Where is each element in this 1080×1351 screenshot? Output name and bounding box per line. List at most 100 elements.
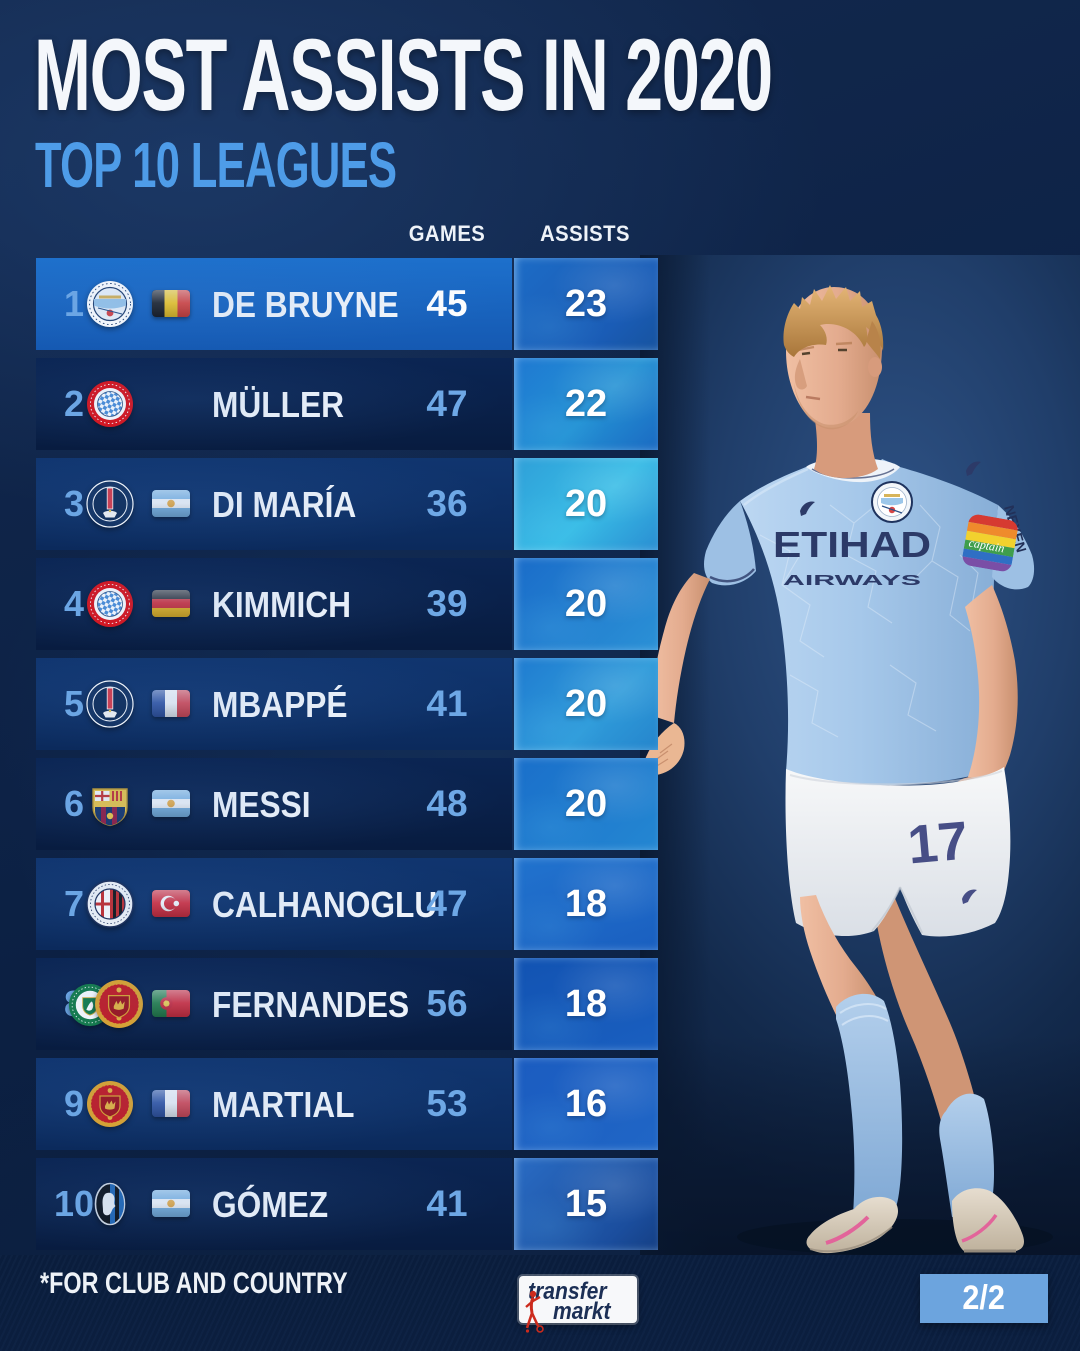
table-row: 9 MARTIAL 53 16: [36, 1058, 658, 1150]
assists-cell: 16: [514, 1058, 658, 1150]
puma-logo-shoulder-icon: [966, 461, 981, 476]
games-value: 39: [426, 583, 468, 624]
assists-cell: 20: [514, 658, 658, 750]
table-row: 8 FERNANDES 56 18: [36, 958, 658, 1050]
footnote: *FOR CLUB AND COUNTRY: [40, 1267, 348, 1300]
page-title: MOST ASSISTS IN 2020: [34, 18, 773, 132]
assists-table: 1 DE BRUYNE 45 23 2 MÜLLER 47 22: [36, 258, 658, 1258]
shirt-sponsor-subtext: AIRWAYS: [783, 572, 921, 589]
armband-captain-text: captain: [968, 535, 1006, 555]
player-head: [783, 285, 884, 478]
rank-label: 7: [63, 883, 85, 924]
rank-label: 1: [63, 283, 85, 324]
games-value: 48: [426, 783, 468, 824]
rank-label: 4: [63, 583, 85, 624]
france-flag-icon: [152, 1090, 190, 1117]
player-name: DE BRUYNE: [212, 284, 399, 325]
games-value: 41: [426, 1183, 468, 1224]
man-city-crest-on-shirt-icon: [871, 481, 913, 523]
games-value: 56: [426, 983, 468, 1024]
shorts-number: 17: [905, 811, 970, 876]
belgium-flag-icon: [152, 290, 190, 317]
rank-label: 8: [63, 983, 85, 1024]
assists-value: 20: [564, 782, 608, 825]
assists-value: 16: [564, 1082, 608, 1125]
turkey-flag-icon: [152, 890, 190, 917]
assists-value: 18: [564, 982, 608, 1025]
table-row: 1 DE BRUYNE 45 23: [36, 258, 658, 350]
atalanta-crest-icon: [86, 1180, 134, 1228]
assists-value: 22: [564, 382, 608, 425]
assists-cell: 18: [514, 958, 658, 1050]
games-value: 47: [426, 383, 468, 424]
player-name: FERNANDES: [212, 984, 410, 1025]
player-name: DI MARÍA: [212, 484, 357, 525]
transfermarkt-logo-text-top: transfer: [528, 1278, 607, 1305]
player-name: MARTIAL: [212, 1084, 355, 1125]
assists-value: 23: [564, 282, 608, 325]
player-name: MBAPPÉ: [212, 684, 348, 725]
transfermarkt-logo: transfer markt: [519, 1276, 637, 1333]
player-jersey: [740, 459, 1004, 786]
games-value: 45: [426, 283, 468, 324]
france-flag-icon: [152, 690, 190, 717]
table-row: 6 MESSI 48 20: [36, 758, 658, 850]
shirt-sponsor-text: ETIHAD: [773, 524, 931, 565]
rank-label: 3: [63, 483, 85, 524]
table-row: 7 CALHANOGLU 47 18: [36, 858, 658, 950]
player-shorts: 17: [785, 767, 1011, 937]
manchester-united-crest-icon: [86, 1080, 134, 1128]
argentina-flag-icon: [152, 490, 190, 517]
manchester-city-crest-icon: [86, 280, 134, 328]
page-indicator-text: 2/2: [962, 1279, 1006, 1317]
bayern-munich-crest-icon: [86, 380, 134, 428]
psg-crest-icon: [86, 480, 134, 528]
player-hair: [783, 285, 884, 357]
player-left-sleeve: [704, 501, 756, 586]
rank-label: 6: [63, 783, 85, 824]
player-back-leg: [874, 891, 1024, 1253]
psg-crest-icon: [86, 680, 134, 728]
assists-cell: 20: [514, 758, 658, 850]
argentina-flag-icon: [152, 1190, 190, 1217]
puma-logo-shorts-icon: [962, 889, 977, 904]
player-front-leg: [800, 895, 903, 1254]
column-header-games: GAMES: [408, 221, 486, 246]
page-subtitle: TOP 10 LEAGUES: [35, 129, 397, 201]
assists-cell: 23: [514, 258, 658, 350]
player-name: KIMMICH: [212, 584, 352, 625]
games-value: 47: [426, 883, 468, 924]
table-row: 4 KIMMICH 39 20: [36, 558, 658, 650]
rank-label: 5: [63, 683, 85, 724]
assists-cell: 20: [514, 458, 658, 550]
rainbow-captain-armband: captain: [960, 513, 1020, 573]
player-name: CALHANOGLU: [212, 884, 438, 925]
player-name: MÜLLER: [212, 384, 344, 425]
manchester-united-crest-icon: [94, 979, 144, 1029]
sporting-cp-crest-icon: [68, 983, 112, 1027]
germany-flag-icon: [152, 590, 190, 617]
assists-value: 20: [564, 482, 608, 525]
table-row: 5 MBAPPÉ 41 20: [36, 658, 658, 750]
rank-label: 9: [63, 1083, 85, 1124]
transfermarkt-figure-icon: [525, 1290, 544, 1333]
assists-cell: 18: [514, 858, 658, 950]
portugal-flag-icon: [152, 990, 190, 1017]
player-name: MESSI: [212, 784, 311, 825]
games-value: 53: [426, 1083, 468, 1124]
table-row: 2 MÜLLER 47 22: [36, 358, 658, 450]
rank-label: 2: [63, 383, 85, 424]
ac-milan-crest-icon: [86, 880, 134, 928]
player-photo-de-bruyne: ETIHAD AIRWAYS NEXEN captain: [644, 285, 1053, 1255]
player-name: GÓMEZ: [212, 1184, 329, 1225]
barcelona-crest-icon: [86, 780, 134, 828]
jersey-crackle-pattern: [759, 504, 979, 738]
column-header-assists: ASSISTS: [540, 221, 630, 246]
puma-logo-chest-icon: [800, 501, 815, 516]
assists-value: 20: [564, 682, 608, 725]
assists-value: 20: [564, 582, 608, 625]
assists-value: 15: [564, 1182, 608, 1225]
table-row: 3 DI MARÍA 36 20: [36, 458, 658, 550]
assists-cell: 15: [514, 1158, 658, 1250]
